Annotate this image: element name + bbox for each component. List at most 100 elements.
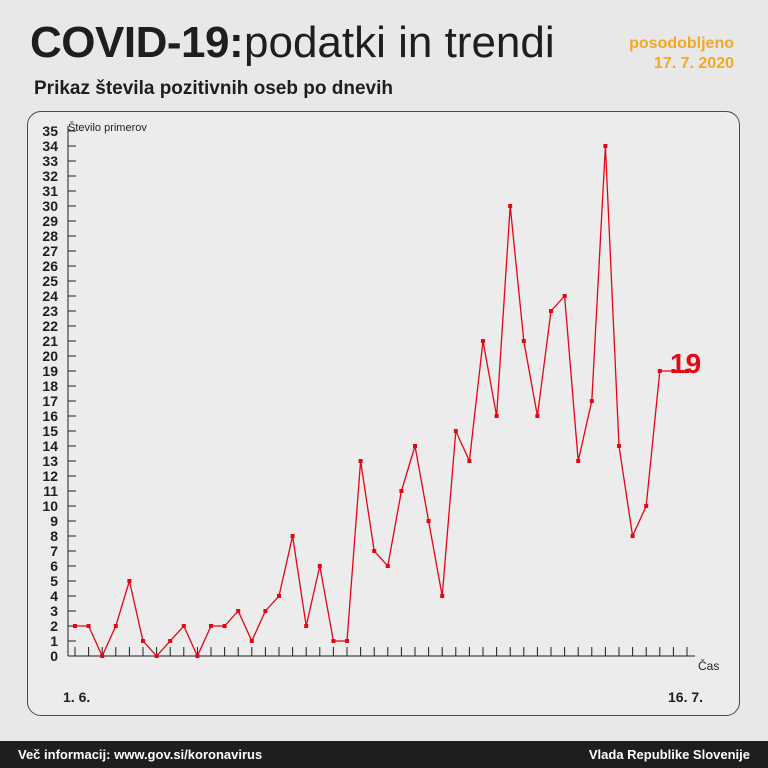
y-tick-label: 0 xyxy=(50,648,58,664)
data-point xyxy=(617,444,621,448)
data-point xyxy=(113,624,118,628)
y-tick-label: 9 xyxy=(50,513,58,529)
y-tick-label: 35 xyxy=(42,123,58,139)
y-tick-label: 11 xyxy=(43,483,58,499)
data-point xyxy=(426,519,431,523)
y-tick-label: 25 xyxy=(42,273,58,289)
data-point xyxy=(317,564,322,568)
data-point xyxy=(263,609,268,613)
x-axis xyxy=(68,647,695,657)
data-point xyxy=(644,504,649,508)
data-point xyxy=(345,639,349,643)
data-point xyxy=(549,309,553,313)
data-point xyxy=(399,489,404,493)
y-tick-label: 8 xyxy=(50,528,58,544)
data-point xyxy=(290,534,295,538)
y-tick-label: 10 xyxy=(42,498,58,514)
data-point xyxy=(494,414,499,418)
data-point xyxy=(657,369,662,373)
data-point xyxy=(467,459,472,463)
y-tick-label: 17 xyxy=(42,393,58,409)
y-axis-label: Število primerov xyxy=(68,121,147,134)
data-point xyxy=(589,399,594,403)
data-series xyxy=(73,144,689,658)
y-tick-label: 34 xyxy=(42,138,58,154)
data-point xyxy=(358,459,363,463)
y-tick-label: 2 xyxy=(50,618,58,634)
updated-date: 17. 7. 2020 xyxy=(653,55,734,72)
line-chart: Število primerov 01234567891011121314151… xyxy=(42,121,719,705)
data-point xyxy=(630,534,635,538)
y-tick-label: 32 xyxy=(42,168,58,184)
y-tick-label: 15 xyxy=(42,423,58,439)
chart-card xyxy=(27,111,740,716)
y-axis: 0123456789101112131415161718192021222324… xyxy=(42,123,76,664)
y-tick-label: 3 xyxy=(50,603,58,619)
y-tick-label: 19 xyxy=(42,363,58,379)
source-label: Vlada Republike Slovenije xyxy=(588,747,750,762)
data-point xyxy=(154,654,159,658)
y-tick-label: 16 xyxy=(42,408,58,424)
y-tick-label: 31 xyxy=(42,183,58,199)
y-tick-label: 26 xyxy=(42,258,58,274)
y-tick-label: 28 xyxy=(42,228,58,244)
y-tick-label: 1 xyxy=(50,633,58,649)
data-point xyxy=(304,624,309,628)
data-point xyxy=(603,144,608,148)
data-point xyxy=(685,369,689,373)
data-point xyxy=(508,204,513,208)
page-title-light: podatki in trendi xyxy=(244,18,555,67)
data-point xyxy=(385,564,390,568)
chart-subtitle: Prikaz števila pozitivnih oseb po dnevih xyxy=(34,78,393,99)
more-info-link[interactable]: Več informacij: www.gov.si/koronavirus xyxy=(18,747,263,762)
y-tick-label: 13 xyxy=(42,453,58,469)
y-tick-label: 7 xyxy=(50,543,58,559)
data-point xyxy=(481,339,485,343)
data-point xyxy=(168,639,173,643)
x-start-label: 1. 6. xyxy=(63,689,90,705)
data-point xyxy=(413,444,417,448)
data-point xyxy=(277,594,281,598)
y-tick-label: 23 xyxy=(42,303,58,319)
y-tick-label: 5 xyxy=(50,573,58,589)
y-tick-label: 22 xyxy=(42,318,58,334)
y-tick-label: 18 xyxy=(42,378,58,394)
data-point xyxy=(181,624,186,628)
data-point xyxy=(100,654,105,658)
data-point xyxy=(521,339,526,343)
data-point xyxy=(440,594,445,598)
y-tick-label: 21 xyxy=(42,333,58,349)
data-point xyxy=(222,624,227,628)
data-point xyxy=(576,459,581,463)
data-point xyxy=(73,624,77,628)
data-point xyxy=(331,639,336,643)
data-point xyxy=(127,579,132,583)
y-tick-label: 14 xyxy=(42,438,58,454)
y-tick-label: 33 xyxy=(42,153,58,169)
y-tick-label: 27 xyxy=(42,243,58,259)
y-tick-label: 20 xyxy=(42,348,58,364)
x-axis-label: Čas xyxy=(698,658,719,673)
data-point xyxy=(141,639,145,643)
last-value-label: 19 xyxy=(670,348,701,379)
y-tick-label: 24 xyxy=(42,288,58,304)
x-end-label: 16. 7. xyxy=(668,689,703,705)
data-point xyxy=(236,609,241,613)
y-tick-label: 12 xyxy=(42,468,58,484)
y-tick-label: 6 xyxy=(50,558,58,574)
y-tick-label: 29 xyxy=(42,213,58,229)
footer-bar: Več informacij: www.gov.si/koronavirus V… xyxy=(0,741,768,768)
data-point xyxy=(209,624,213,628)
series-line xyxy=(75,145,687,658)
y-tick-label: 4 xyxy=(50,588,58,604)
page-title-bold: COVID-19: xyxy=(30,18,244,67)
data-point xyxy=(249,639,254,643)
data-point xyxy=(535,414,540,418)
y-tick-label: 30 xyxy=(42,198,58,214)
update-info: posodobljeno 17. 7. 2020 xyxy=(629,34,734,74)
data-point xyxy=(86,624,91,628)
updated-label: posodobljeno xyxy=(629,35,734,52)
data-point xyxy=(562,294,567,298)
data-point xyxy=(372,549,377,553)
data-point xyxy=(453,429,458,433)
